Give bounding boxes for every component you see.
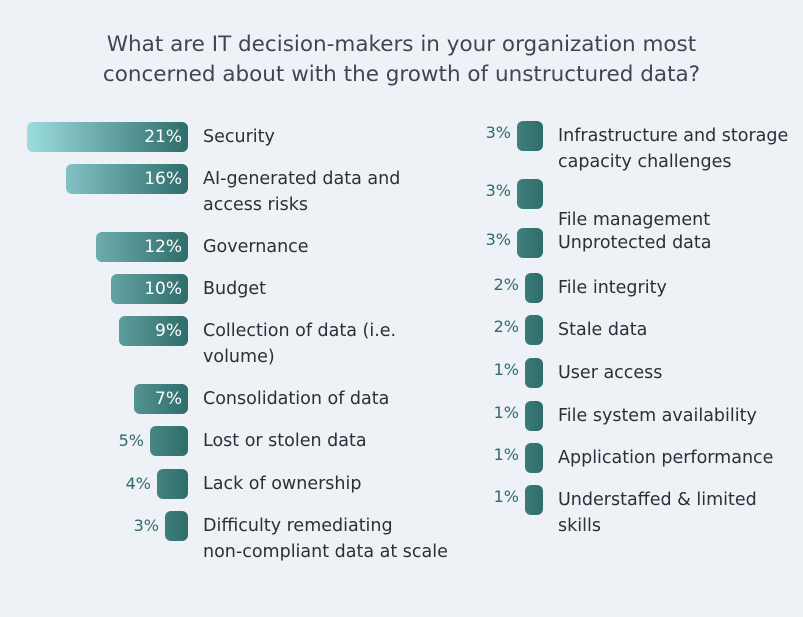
- value-label-0-8: 3%: [133, 516, 159, 535]
- bar-0-3: 10%: [111, 274, 188, 304]
- bar-0-2: 12%: [96, 232, 188, 262]
- bar-1-3: [525, 273, 543, 303]
- bar-0-6: [150, 426, 188, 456]
- value-label-1-3: 2%: [493, 275, 519, 294]
- category-label-1-1: File management: [558, 210, 711, 230]
- value-label-1-0: 3%: [485, 123, 511, 142]
- bar-0-5: 7%: [134, 384, 188, 414]
- category-label-1-2: Unprotected data: [558, 233, 712, 253]
- bar-1-0: [517, 121, 543, 151]
- category-label-1-3: File integrity: [558, 278, 667, 298]
- category-label-1-0: Infrastructure and storage capacity chal…: [558, 126, 789, 172]
- category-label-0-6: Lost or stolen data: [203, 431, 367, 451]
- bar-1-5: [525, 358, 543, 388]
- category-label-1-4: Stale data: [558, 320, 648, 340]
- category-label-0-1: AI-generated data and access risks: [203, 169, 401, 215]
- bar-0-4: 9%: [119, 316, 188, 346]
- value-label-0-3: 10%: [144, 279, 182, 299]
- bar-0-7: [157, 469, 188, 499]
- bar-1-4: [525, 315, 543, 345]
- category-label-0-3: Budget: [203, 279, 266, 299]
- value-label-0-0: 21%: [144, 127, 182, 147]
- category-label-0-0: Security: [203, 127, 275, 147]
- value-label-1-7: 1%: [493, 445, 519, 464]
- category-label-0-4: Collection of data (i.e. volume): [203, 321, 397, 367]
- value-label-1-1: 3%: [485, 181, 511, 200]
- value-label-1-4: 2%: [493, 317, 519, 336]
- bar-1-1: [517, 179, 543, 209]
- bar-0-0: 21%: [27, 122, 188, 152]
- chart-title-line-1: What are IT decision-makers in your orga…: [106, 32, 697, 57]
- bar-0-1: 16%: [66, 164, 188, 194]
- value-label-1-2: 3%: [485, 230, 511, 249]
- value-label-1-8: 1%: [493, 487, 519, 506]
- category-label-1-5: User access: [558, 363, 663, 383]
- chart-title-line-2: concerned about with the growth of unstr…: [102, 62, 701, 87]
- chart-title: What are IT decision-makers in your orga…: [0, 30, 803, 90]
- bar-1-7: [525, 443, 543, 473]
- value-label-0-2: 12%: [144, 237, 182, 257]
- category-label-0-7: Lack of ownership: [203, 474, 362, 494]
- bar-1-6: [525, 401, 543, 431]
- value-label-0-6: 5%: [118, 431, 144, 450]
- value-label-0-1: 16%: [144, 169, 182, 189]
- category-label-1-7: Application performance: [558, 448, 774, 468]
- category-label-0-2: Governance: [203, 237, 309, 257]
- value-label-1-5: 1%: [493, 360, 519, 379]
- category-label-0-5: Consolidation of data: [203, 389, 390, 409]
- bar-1-2: [517, 228, 543, 258]
- bar-1-8: [525, 485, 543, 515]
- category-label-0-8: Difficulty remediating non-compliant dat…: [203, 516, 448, 562]
- category-label-1-6: File system availability: [558, 406, 757, 426]
- category-label-1-8: Understaffed & limited skills: [558, 490, 757, 536]
- value-label-0-5: 7%: [155, 389, 182, 409]
- bar-0-8: [165, 511, 188, 541]
- value-label-1-6: 1%: [493, 403, 519, 422]
- value-label-0-7: 4%: [125, 474, 151, 493]
- value-label-0-4: 9%: [155, 321, 182, 341]
